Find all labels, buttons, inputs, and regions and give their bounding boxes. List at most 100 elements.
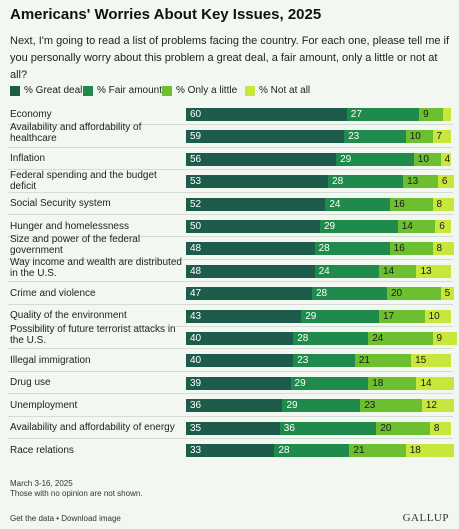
data-label: 24: [329, 198, 341, 210]
bar-segment: 59: [186, 130, 345, 144]
data-label: 52: [190, 198, 202, 210]
bar-segment: 35: [186, 421, 280, 435]
bar-segment: 7: [432, 130, 452, 144]
chart-row: Quality of the environment 43 29 17 10: [0, 305, 459, 327]
data-label: 24: [372, 333, 384, 344]
data-label: 8: [433, 422, 440, 434]
survey-dates: March 3-16, 2025: [10, 479, 73, 488]
data-label: 28: [297, 333, 309, 344]
bar-segment: 29: [320, 220, 398, 233]
category-label: Size and power of the federal government: [10, 234, 141, 257]
bar-segment: 29: [301, 309, 379, 323]
chart-row: Crime and violence 47 28 20 5: [0, 282, 459, 304]
data-label: 43: [190, 310, 202, 322]
data-label: 36: [190, 400, 202, 412]
data-label: 6: [439, 221, 445, 232]
bar-segment: 29: [282, 399, 361, 413]
row-divider: [8, 146, 453, 148]
bar-segment: 18: [368, 376, 417, 390]
data-label: 29: [286, 400, 298, 412]
chart-row: Economy 60 27 9: [0, 103, 459, 125]
category-label: Drug use: [10, 377, 51, 389]
bar-segment: 8: [432, 242, 454, 256]
category-label: Federal spending and the budget deficit: [10, 170, 157, 193]
data-label: 5: [444, 288, 451, 300]
bar-segment: 15: [411, 354, 452, 368]
data-label: 21: [353, 445, 365, 456]
bar-segment: 56: [186, 152, 337, 166]
footer-links[interactable]: Get the data • Download image: [10, 514, 121, 523]
chart-row: Availability and affordability of energy…: [0, 417, 459, 439]
bar-segment: 27: [346, 108, 420, 121]
chart-row: Unemployment 36 29 23 12: [0, 394, 459, 416]
category-label: Race relations: [10, 444, 74, 456]
data-label: 16: [393, 243, 405, 255]
category-label: Economy: [10, 108, 52, 120]
legend-label: % Only a little: [176, 85, 238, 96]
row-divider: [8, 236, 453, 238]
row-divider: [8, 169, 453, 171]
chart-title: Americans' Worries About Key Issues, 202…: [10, 6, 322, 23]
bar-segment: 28: [293, 332, 369, 345]
bar-segment: 21: [354, 354, 412, 368]
bar-segment: 14: [397, 220, 436, 233]
data-label: 28: [278, 445, 290, 456]
data-label: 9: [436, 333, 443, 344]
bar-segment: 60: [186, 108, 347, 121]
chart-row: Availability and affordability of health…: [0, 122, 459, 147]
row-divider: [8, 326, 453, 327]
bar-segment: 53: [186, 175, 329, 189]
bar-segment: 9: [419, 108, 444, 121]
data-label: 28: [332, 176, 344, 188]
data-label: 10: [417, 153, 429, 165]
bar-segment: 47: [186, 287, 312, 301]
bar-segment: 48: [186, 242, 315, 256]
row-divider: [8, 281, 453, 283]
row-divider: [8, 214, 453, 215]
category-label: Crime and violence: [10, 287, 96, 299]
data-label: 18: [372, 377, 384, 389]
data-label: 23: [364, 400, 376, 412]
row-divider: [8, 124, 453, 126]
bar-segment: 4: [440, 152, 452, 166]
bar-segment: 17: [378, 309, 425, 323]
legend-label: % Great deal: [24, 85, 83, 96]
data-label: 28: [318, 243, 330, 255]
chart-row: Possibility of future terrorist attacks …: [0, 324, 459, 349]
bar-segment: 9: [432, 332, 457, 345]
chart-legend: % Great deal % Fair amount % Only a little…: [10, 85, 455, 99]
bar-segment: 40: [186, 332, 294, 345]
data-label: 9: [423, 109, 429, 120]
bar-segment: 14: [378, 264, 417, 278]
bar-segment: 24: [314, 264, 379, 278]
data-label: 10: [409, 131, 421, 143]
chart-row: Drug use 39 29 18 14: [0, 372, 459, 394]
bar-segment: 13: [416, 264, 452, 278]
bar-segment: 20: [387, 287, 441, 301]
data-label: 12: [425, 400, 437, 412]
bar-segment: 8: [429, 421, 452, 435]
data-label: 24: [318, 265, 330, 277]
data-label: 33: [190, 445, 202, 456]
data-label: 29: [324, 221, 336, 232]
row-divider: [8, 370, 453, 372]
data-label: 27: [350, 109, 362, 120]
bar-segment: 52: [186, 197, 326, 211]
chart-row: Federal spending and the budget deficit 5…: [0, 170, 459, 192]
category-label: Availability and affordability of health…: [10, 122, 142, 145]
bar-segment: 36: [279, 421, 377, 435]
chart-row: Race relations 33 28 21 18: [0, 439, 459, 461]
no-opinion-note: Those with no opinion are not shown.: [10, 489, 143, 498]
bar-segment: 5: [440, 287, 454, 301]
bar-segment: 28: [274, 444, 350, 457]
data-label: 6: [441, 176, 448, 188]
data-label: 13: [407, 176, 419, 188]
data-label: 28: [315, 288, 328, 300]
category-label: Inflation: [10, 153, 46, 165]
data-label: 36: [283, 422, 295, 434]
row-divider: [8, 348, 453, 350]
row-divider: [8, 438, 453, 439]
row-divider: [8, 191, 453, 193]
bar-segment: 16: [389, 197, 433, 211]
bar-segment: 50: [186, 220, 320, 233]
